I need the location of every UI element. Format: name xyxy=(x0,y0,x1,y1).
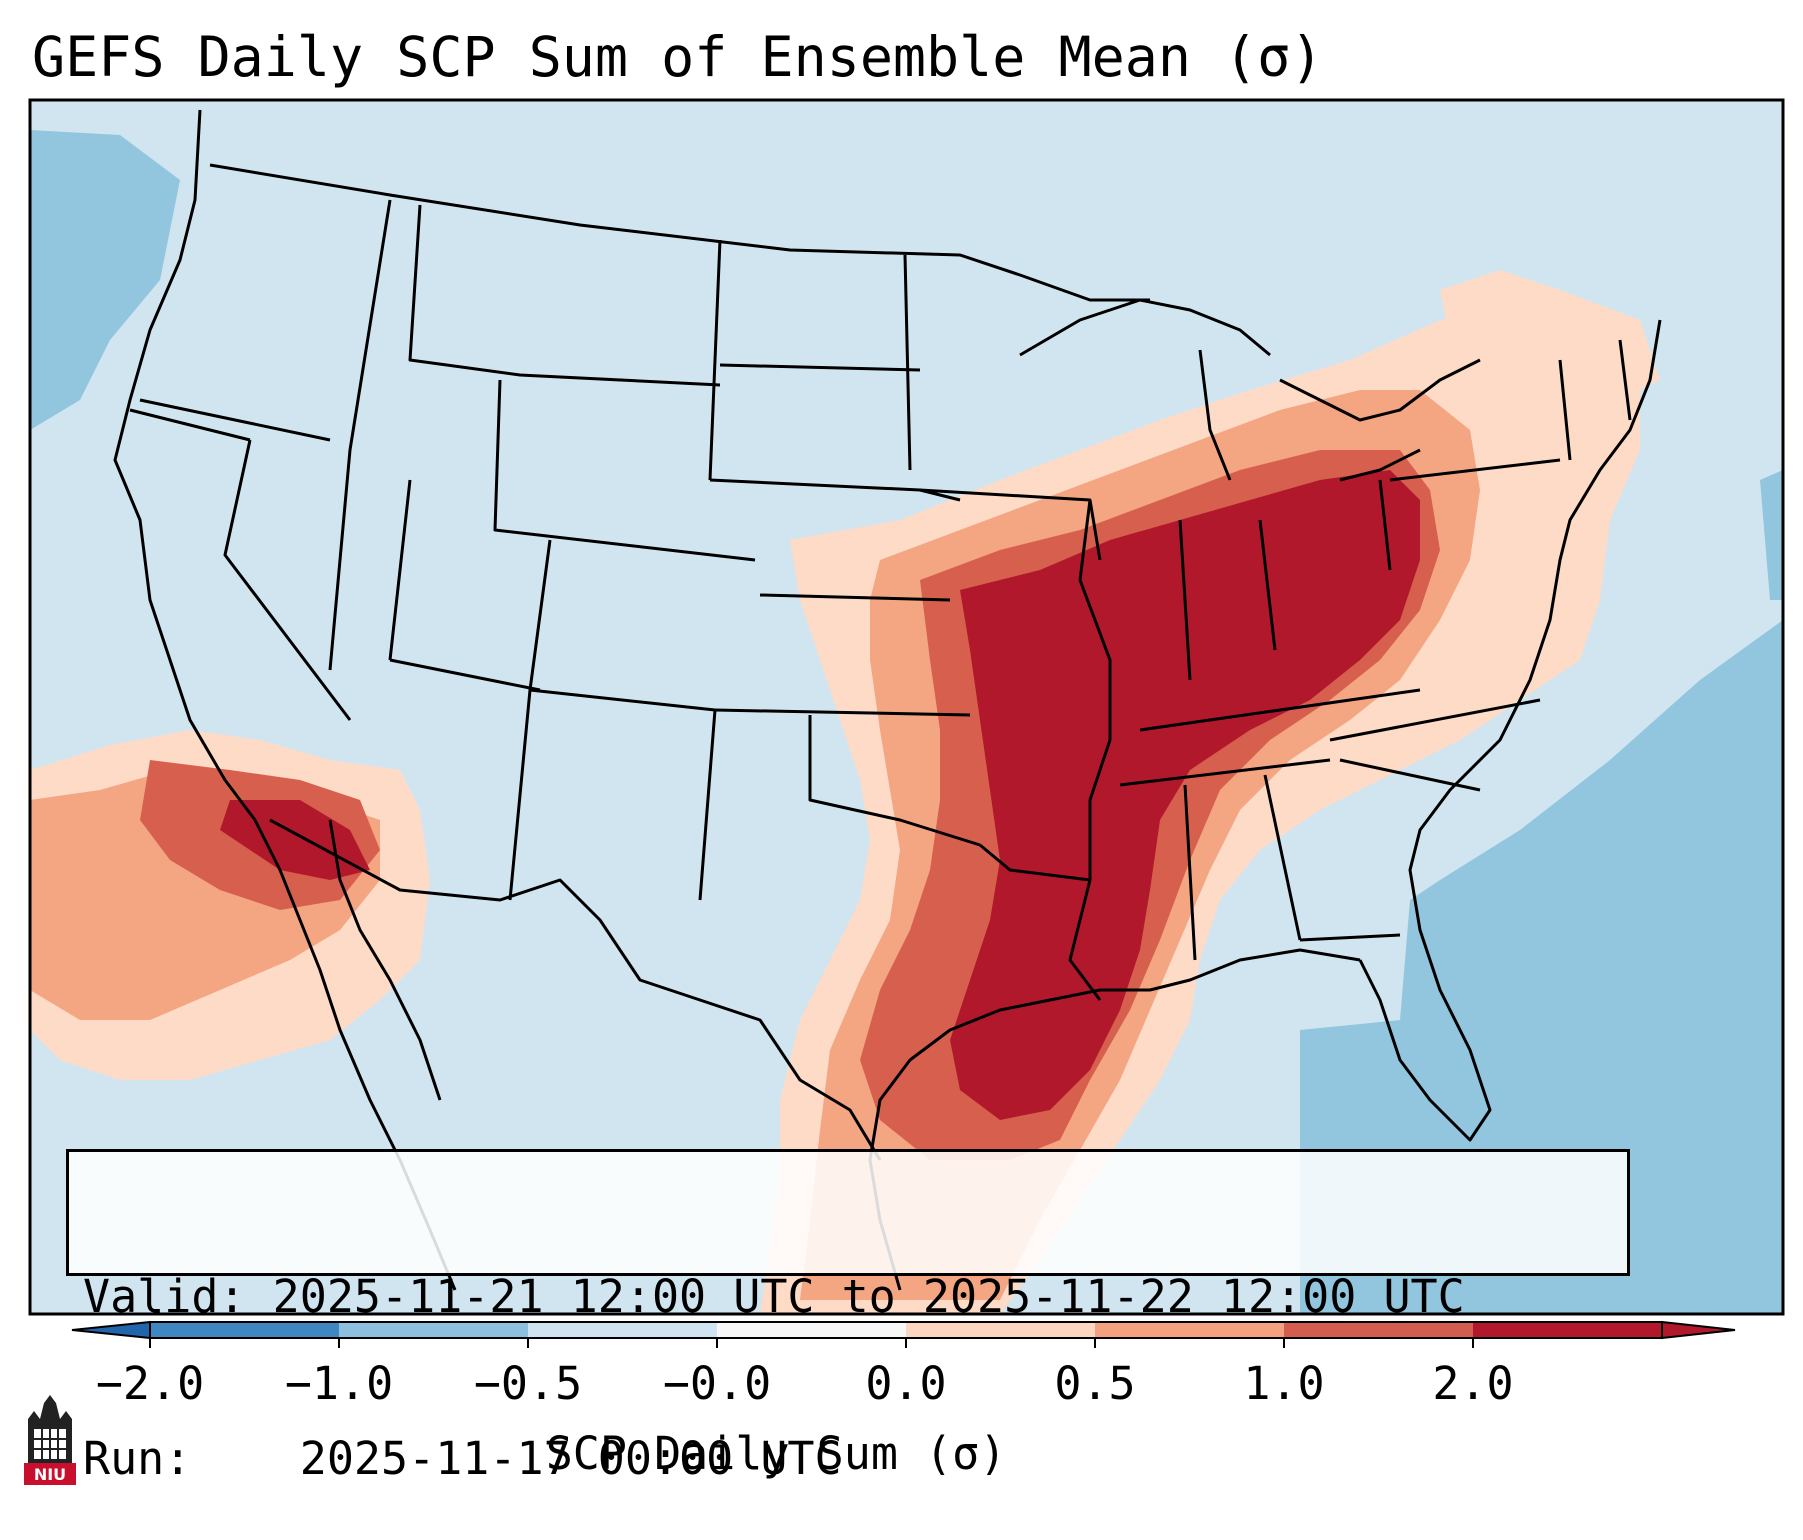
ks-ok-line xyxy=(714,708,971,717)
colorbar-segment xyxy=(1473,1322,1662,1338)
colorbar-segment xyxy=(528,1322,717,1338)
logo-band xyxy=(24,1463,76,1485)
northeast-extra-weak xyxy=(1440,270,1660,400)
ky-tn-line xyxy=(1139,688,1421,732)
il-in-line xyxy=(1178,519,1192,681)
colorbar-tick-label: −2.0 xyxy=(95,1357,205,1410)
colorado-newmexico-line xyxy=(529,688,716,712)
colorbar-tick-label: −0.0 xyxy=(662,1357,772,1410)
washington-oregon-line xyxy=(139,398,331,442)
ga-fl-line xyxy=(1299,933,1401,942)
colorbar-tick-label: −1.0 xyxy=(284,1357,394,1410)
mississippi-river xyxy=(1068,499,1112,1001)
montana-wyoming-line xyxy=(408,204,721,387)
pacific-coastline xyxy=(113,109,457,1291)
valid-run-info-box: Valid: 2025-11-21 12:00 UTC to 2025-11-2… xyxy=(66,1149,1630,1485)
valid-row: Valid: 2025-11-21 12:00 UTC to 2025-11-2… xyxy=(83,1270,1613,1324)
colorbar-tick-label: 2.0 xyxy=(1432,1357,1514,1410)
colorbar-label: SCP Daily Sum (σ) xyxy=(545,1427,1007,1480)
nevada-california-line xyxy=(223,439,352,721)
atlantic-coastline xyxy=(1358,319,1662,1142)
ok-tx-line xyxy=(808,715,981,847)
map-title: GEFS Daily SCP Sum of Ensemble Mean (σ) xyxy=(32,25,1324,89)
nevada-utah-line xyxy=(388,479,412,661)
colorbar-segment xyxy=(717,1322,906,1338)
southwest-veryhigh-region xyxy=(220,800,370,880)
dakotas-line xyxy=(708,239,722,481)
va-nc-line xyxy=(1329,698,1541,742)
idaho-east-line xyxy=(328,199,392,671)
map-frame xyxy=(28,98,1785,1316)
colorbar-segment xyxy=(1095,1322,1284,1338)
colorbar-tick-label: 1.0 xyxy=(1243,1357,1325,1410)
newmexico-texas-line xyxy=(698,709,717,901)
great-lakes-outline xyxy=(1019,298,1481,482)
ms-al-line xyxy=(1183,784,1197,961)
tn-ms-al-line xyxy=(1119,758,1331,787)
valid-label: Valid: xyxy=(83,1270,246,1323)
us-mexico-border xyxy=(269,818,882,1161)
nd-sd-line xyxy=(719,363,921,372)
logo-text: NIU xyxy=(34,1465,66,1484)
in-oh-line xyxy=(1258,519,1277,651)
gulf-stream-negative xyxy=(1760,470,1783,600)
valid-value: 2025-11-21 12:00 UTC to 2025-11-22 12:00… xyxy=(272,1270,1465,1323)
colorbar xyxy=(71,1320,1736,1348)
colorbar-segment xyxy=(906,1322,1095,1338)
nc-sc-line xyxy=(1339,758,1481,792)
boundary-lines xyxy=(113,109,1662,1291)
colorbar-segment xyxy=(339,1322,528,1338)
gulf-of-california-coast xyxy=(328,819,442,1101)
colorbar-segment xyxy=(1284,1322,1473,1338)
pa-ny-line xyxy=(1389,458,1561,482)
oregon-california-line xyxy=(129,408,251,442)
us-canada-border xyxy=(209,163,1150,302)
run-row: Run: 2025-11-17 00:00 UTC xyxy=(83,1432,1613,1486)
al-ga-line xyxy=(1263,774,1302,941)
pacific-negative-region xyxy=(30,130,180,430)
new-england-lines xyxy=(1558,339,1632,461)
run-label: Run: xyxy=(83,1432,192,1485)
ar-la-line xyxy=(979,843,1091,882)
colorbar-tick-label: −0.5 xyxy=(473,1357,583,1410)
utah-arizona-line xyxy=(389,658,541,692)
colorbar-extend-high xyxy=(1661,1320,1736,1340)
niu-logo: NIU xyxy=(24,1395,76,1485)
east-veryhigh-region xyxy=(950,470,1420,1120)
colorbar-tick-label: 0.5 xyxy=(1054,1357,1136,1410)
colorbar-segment xyxy=(150,1322,339,1338)
ne-ks-line xyxy=(759,593,951,602)
atlantic-negative-region xyxy=(1300,620,1783,1314)
conus-map xyxy=(28,98,1785,1316)
wyoming-colorado-line xyxy=(493,379,756,562)
colorbar-extend-low xyxy=(71,1320,151,1340)
run-value: 2025-11-17 00:00 UTC xyxy=(299,1432,842,1485)
oh-pa-line xyxy=(1378,479,1392,571)
minnesota-line xyxy=(903,254,912,471)
colorbar-tick-label: 0.0 xyxy=(865,1357,947,1410)
